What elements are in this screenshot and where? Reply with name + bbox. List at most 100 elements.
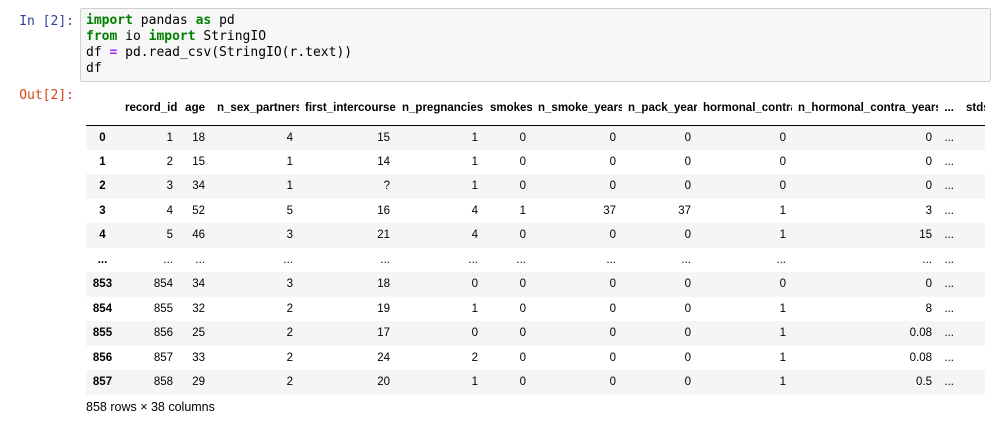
code-keyword: import xyxy=(148,29,196,44)
table-cell: 15 xyxy=(377,131,390,144)
table-cell: 1 xyxy=(519,204,526,217)
table-cell: 0 xyxy=(519,376,526,389)
table-cell: 1 xyxy=(779,204,786,217)
table-cell: 17 xyxy=(377,327,390,340)
code-line: df xyxy=(86,61,985,77)
table-cell: ... xyxy=(283,253,293,266)
table-cell: ... xyxy=(195,253,205,266)
table-cell: 0 xyxy=(519,180,526,193)
row-index: 857 xyxy=(92,376,113,389)
table-cell-truncated xyxy=(960,223,985,248)
table-row: 855 856 25 2 17 0 0 0 0 1 0.08... xyxy=(86,321,985,346)
table-cell: 16 xyxy=(377,204,390,217)
column-header: n_hormonal_contra_years xyxy=(792,92,938,126)
table-cell: 0 xyxy=(684,229,691,242)
table-row: 4 5 46 3 21 4 0 0 0 1 15... xyxy=(86,223,985,248)
code-line: import pandas as pd xyxy=(86,13,985,29)
column-header: hormonal_contra xyxy=(697,92,792,126)
table-cell: 2 xyxy=(471,351,478,364)
dataframe-shape-text: 858 rows × 38 columns xyxy=(86,400,215,414)
table-cell: 0 xyxy=(684,376,691,389)
table-cell: 1 xyxy=(779,229,786,242)
code-token: pd xyxy=(211,13,235,28)
column-header: first_intercourse xyxy=(299,92,396,126)
table-cell: 1 xyxy=(779,302,786,315)
code-editor[interactable]: import pandas as pd from io import String… xyxy=(80,8,991,82)
table-cell: ... xyxy=(163,253,173,266)
row-index: 1 xyxy=(99,155,106,168)
table-row: 3 4 52 5 16 4 1 37 37 1 3... xyxy=(86,198,985,223)
table-cell: ... xyxy=(776,253,786,266)
table-cell: 0 xyxy=(925,278,932,291)
table-row: 857 858 29 2 20 1 0 0 0 1 0.5... xyxy=(86,370,985,395)
table-cell-truncated xyxy=(960,321,985,346)
output-prompt: Out[2]: xyxy=(19,88,74,103)
table-cell: 34 xyxy=(192,278,205,291)
table-cell: ... xyxy=(606,253,616,266)
table-cell: 0 xyxy=(609,278,616,291)
table-cell: 33 xyxy=(192,351,205,364)
table-cell: 0 xyxy=(471,327,478,340)
table-cell: 1 xyxy=(166,131,173,144)
column-header: n_sex_partners xyxy=(211,92,299,126)
table-cell: 29 xyxy=(192,376,205,389)
table-cell: 4 xyxy=(471,229,478,242)
row-index: 2 xyxy=(99,180,106,193)
table-cell: 0 xyxy=(609,155,616,168)
column-header: n_pregnancies xyxy=(396,92,484,126)
table-cell: 0.5 xyxy=(916,376,932,389)
table-cell: 1 xyxy=(779,351,786,364)
code-operator: = xyxy=(109,45,118,60)
table-cell: 5 xyxy=(166,229,173,242)
code-token: df xyxy=(86,61,102,76)
table-cell: 0 xyxy=(609,327,616,340)
table-cell: 3 xyxy=(166,180,173,193)
table-cell: 18 xyxy=(377,278,390,291)
table-row: 854 855 32 2 19 1 0 0 0 1 8... xyxy=(86,296,985,321)
table-cell: 1 xyxy=(779,376,786,389)
table-cell: 46 xyxy=(192,229,205,242)
table-cell: ... xyxy=(944,327,954,340)
table-cell: 856 xyxy=(153,327,173,340)
table-cell: 0.08 xyxy=(909,351,932,364)
table-cell: 0 xyxy=(519,302,526,315)
table-cell: 2 xyxy=(286,302,293,315)
table-cell: 0 xyxy=(609,180,616,193)
table-cell: ... xyxy=(944,351,954,364)
code-token: df xyxy=(86,45,110,60)
table-cell: 0 xyxy=(609,302,616,315)
table-cell-truncated xyxy=(960,150,985,175)
table-cell: 0 xyxy=(519,278,526,291)
table-cell: 0 xyxy=(684,302,691,315)
table-cell: 0 xyxy=(519,155,526,168)
table-cell: 1 xyxy=(471,131,478,144)
table-cell: 25 xyxy=(192,327,205,340)
table-cell: 855 xyxy=(153,302,173,315)
code-token: pd.read_csv(StringIO(r.text)) xyxy=(117,45,353,60)
table-cell-truncated xyxy=(960,272,985,297)
table-cell: 858 xyxy=(153,376,173,389)
table-cell: ... xyxy=(944,278,954,291)
table-cell: 0 xyxy=(684,155,691,168)
table-cell: ? xyxy=(383,180,390,193)
table-cell: 0 xyxy=(779,131,786,144)
code-token: StringIO xyxy=(195,29,267,44)
input-cell[interactable]: In [2]: import pandas as pd from io impor… xyxy=(0,8,1000,82)
table-cell: 4 xyxy=(166,204,173,217)
table-cell: 4 xyxy=(471,204,478,217)
table-cell: 3 xyxy=(286,278,293,291)
column-header: ... xyxy=(938,92,960,126)
code-token: pandas xyxy=(132,13,196,28)
table-cell: 0 xyxy=(684,351,691,364)
table-cell: 0 xyxy=(519,229,526,242)
table-cell: 2 xyxy=(286,327,293,340)
table-cell: 0 xyxy=(684,131,691,144)
code-line: from io import StringIO xyxy=(86,29,985,45)
output-area: record_id age n_sex_partners first_intercou… xyxy=(86,92,985,395)
table-cell: ... xyxy=(681,253,691,266)
table-cell-truncated xyxy=(960,370,985,395)
table-cell: 857 xyxy=(153,351,173,364)
table-cell: ... xyxy=(922,253,932,266)
table-cell-truncated xyxy=(960,346,985,371)
table-cell: 1 xyxy=(471,155,478,168)
